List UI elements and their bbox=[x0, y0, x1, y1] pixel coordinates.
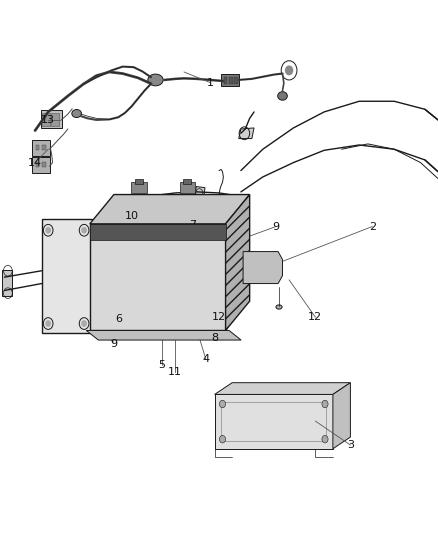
Bar bbox=[180, 182, 195, 193]
Ellipse shape bbox=[45, 266, 57, 277]
Ellipse shape bbox=[64, 288, 76, 298]
Ellipse shape bbox=[148, 74, 163, 86]
Polygon shape bbox=[215, 394, 333, 449]
Polygon shape bbox=[226, 195, 250, 330]
Text: 13: 13 bbox=[41, 115, 55, 125]
Bar bbox=[224, 77, 227, 84]
Text: 5: 5 bbox=[159, 360, 166, 369]
Bar bbox=[135, 179, 143, 184]
Polygon shape bbox=[86, 330, 241, 340]
Circle shape bbox=[82, 321, 86, 326]
Bar bbox=[36, 145, 39, 150]
Polygon shape bbox=[221, 74, 239, 86]
Ellipse shape bbox=[64, 266, 76, 277]
Text: 9: 9 bbox=[272, 222, 279, 231]
FancyBboxPatch shape bbox=[51, 113, 59, 126]
Text: 1: 1 bbox=[207, 78, 214, 87]
Bar bbox=[42, 219, 92, 333]
Polygon shape bbox=[90, 224, 226, 330]
Circle shape bbox=[46, 228, 50, 233]
Text: 8: 8 bbox=[211, 333, 218, 343]
Text: 12: 12 bbox=[308, 312, 322, 322]
Text: 3: 3 bbox=[347, 440, 354, 450]
Text: 9: 9 bbox=[110, 339, 117, 349]
Ellipse shape bbox=[45, 245, 57, 256]
Text: 7: 7 bbox=[189, 220, 196, 230]
Ellipse shape bbox=[276, 305, 282, 309]
Text: 2: 2 bbox=[369, 222, 376, 231]
Circle shape bbox=[219, 400, 226, 408]
Bar bbox=[42, 162, 46, 167]
Text: 11: 11 bbox=[168, 367, 182, 377]
Ellipse shape bbox=[64, 245, 76, 256]
Circle shape bbox=[219, 435, 226, 443]
Bar bbox=[36, 162, 39, 167]
Polygon shape bbox=[90, 195, 250, 224]
Circle shape bbox=[286, 66, 293, 75]
Polygon shape bbox=[90, 224, 226, 240]
FancyBboxPatch shape bbox=[41, 110, 62, 128]
Ellipse shape bbox=[64, 309, 76, 320]
FancyBboxPatch shape bbox=[42, 113, 50, 126]
FancyBboxPatch shape bbox=[32, 140, 50, 156]
Text: 10: 10 bbox=[124, 211, 138, 221]
Text: 14: 14 bbox=[28, 158, 42, 167]
Bar bbox=[131, 182, 147, 193]
Circle shape bbox=[322, 400, 328, 408]
Bar bbox=[234, 77, 238, 84]
Polygon shape bbox=[243, 252, 283, 284]
Ellipse shape bbox=[72, 110, 81, 118]
Bar bbox=[229, 77, 233, 84]
FancyBboxPatch shape bbox=[32, 157, 50, 173]
Ellipse shape bbox=[45, 309, 57, 320]
Circle shape bbox=[46, 321, 50, 326]
Bar bbox=[42, 145, 46, 150]
Bar bbox=[2, 270, 12, 296]
Text: 6: 6 bbox=[115, 314, 122, 324]
Polygon shape bbox=[215, 383, 350, 394]
Bar bbox=[183, 179, 191, 184]
Text: 4: 4 bbox=[202, 354, 209, 364]
Circle shape bbox=[246, 265, 249, 270]
Circle shape bbox=[322, 435, 328, 443]
Circle shape bbox=[82, 228, 86, 233]
Ellipse shape bbox=[278, 92, 287, 100]
Polygon shape bbox=[333, 383, 350, 449]
Polygon shape bbox=[195, 187, 205, 198]
Ellipse shape bbox=[45, 288, 57, 298]
Text: 12: 12 bbox=[212, 312, 226, 321]
Polygon shape bbox=[239, 128, 254, 139]
